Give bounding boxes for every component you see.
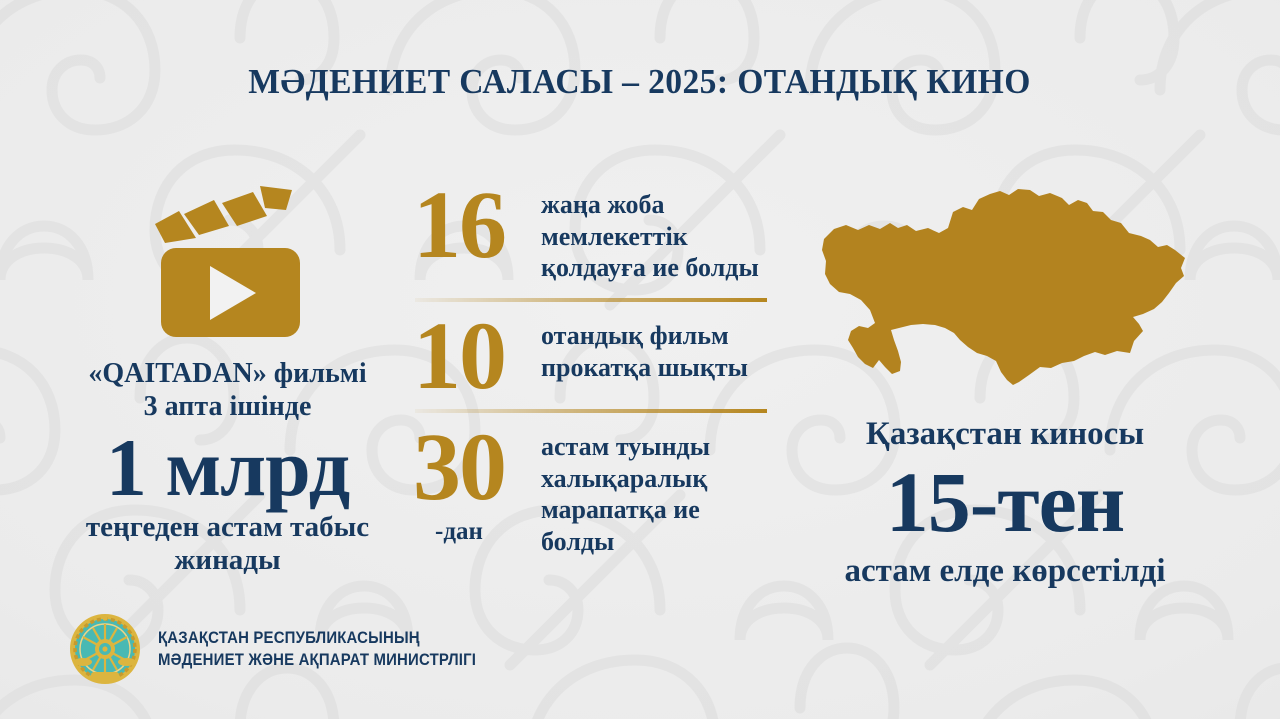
film-revenue-section: «QAITADAN» фильмі 3 апта ішінде 1 млрд т… <box>55 178 400 576</box>
clapperboard-play-icon <box>154 186 300 337</box>
distribution-countries-value: 15-тен <box>885 454 1126 551</box>
film-title-line: «QAITADAN» фильмі <box>88 358 367 389</box>
header: МӘДЕНИЕТ САЛАСЫ – 2025: ОТАНДЫҚ КИНО <box>0 62 1280 102</box>
stat-label: астам туынды халықаралық марапатқа ие бо… <box>541 431 710 557</box>
stat-row-released-films: 10 отандық фильм прокатқа шықты <box>403 302 771 410</box>
footer: ҚАЗАҚСТАН РЕСПУБЛИКАСЫНЫҢ МӘДЕНИЕТ ЖӘНЕ … <box>66 610 519 688</box>
distribution-caption: астам елде көрсетілді <box>844 552 1166 589</box>
stat-label: отандық фильм прокатқа шықты <box>541 321 748 382</box>
ministry-name: ҚАЗАҚСТАН РЕСПУБЛИКАСЫНЫҢ МӘДЕНИЕТ ЖӘНЕ … <box>158 627 476 672</box>
ministry-name-line2: МӘДЕНИЕТ ЖӘНЕ АҚПАРАТ МИНИСТРЛІГІ <box>158 650 477 669</box>
stat-divider <box>415 298 767 303</box>
stat-label: жаңа жоба мемлекеттік қолдауға ие болды <box>541 190 759 283</box>
kazakhstan-state-emblem-icon <box>70 614 140 684</box>
distribution-heading: Қазақстан киносы <box>865 416 1145 452</box>
stat-number: 30 <box>413 412 507 520</box>
play-triangle-icon <box>209 266 256 320</box>
film-revenue-caption: теңгеден астам табыс жинады <box>85 511 370 576</box>
stat-number: 16 <box>413 171 507 278</box>
stat-number-wrap: 10 <box>403 302 515 410</box>
film-revenue-value: 1 млрд <box>105 422 350 514</box>
stats-list: 16 жаңа жоба мемлекеттік қолдауға ие бол… <box>403 171 771 561</box>
ministry-name-line1: ҚАЗАҚСТАН РЕСПУБЛИКАСЫНЫҢ <box>158 627 420 647</box>
film-period-line: 3 апта ішінде <box>143 391 312 423</box>
stat-divider <box>415 408 767 413</box>
stat-number-wrap: 30 -дан <box>403 412 515 546</box>
stat-row-awards: 30 -дан астам туынды халықаралық марапат… <box>403 412 771 561</box>
kazakhstan-map-icon <box>822 189 1185 385</box>
page-title: МӘДЕНИЕТ САЛАСЫ – 2025: ОТАНДЫҚ КИНО <box>248 62 1032 101</box>
stat-row-new-projects: 16 жаңа жоба мемлекеттік қолдауға ие бол… <box>403 171 771 287</box>
stat-number-suffix: -дан <box>435 517 483 545</box>
distribution-section: Қазақстан киносы 15-тен астам елде көрсе… <box>805 416 1205 589</box>
stat-number-wrap: 16 <box>403 171 515 278</box>
stat-number: 10 <box>413 302 507 410</box>
film-text-block: «QAITADAN» фильмі 3 апта ішінде 1 млрд т… <box>55 357 400 576</box>
